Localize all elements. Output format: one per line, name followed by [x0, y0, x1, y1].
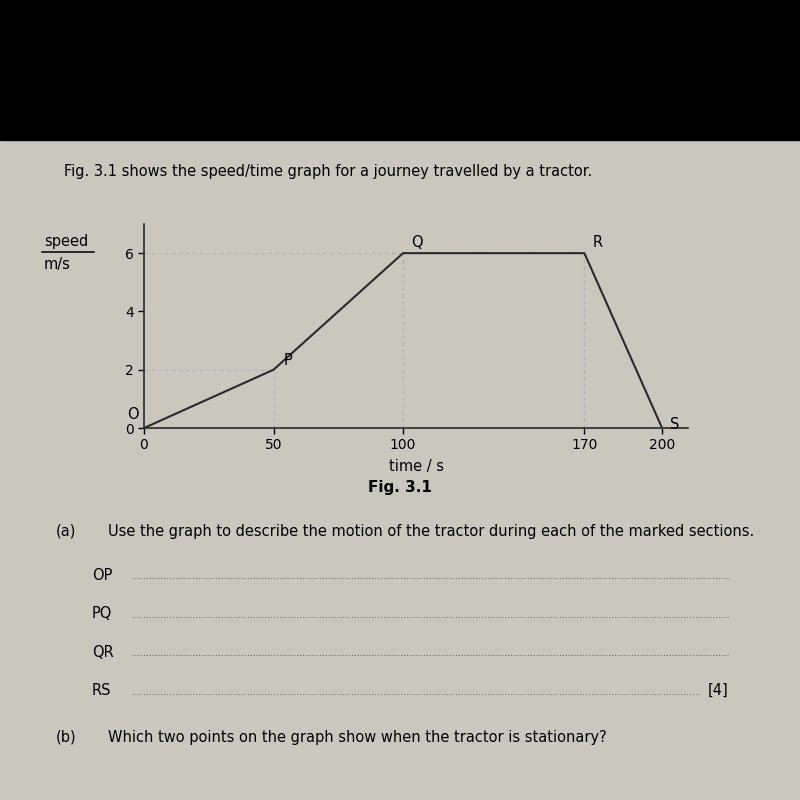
Text: [4]: [4] — [708, 683, 729, 698]
Text: QR: QR — [92, 645, 114, 660]
Text: (b): (b) — [56, 730, 77, 745]
Text: (a): (a) — [56, 524, 76, 539]
Text: m/s: m/s — [44, 257, 71, 272]
Text: OP: OP — [92, 568, 112, 583]
Text: O: O — [127, 406, 139, 422]
Text: R: R — [592, 234, 602, 250]
Text: S: S — [670, 418, 679, 432]
Text: P: P — [284, 354, 293, 368]
X-axis label: time / s: time / s — [389, 459, 443, 474]
Text: speed: speed — [44, 234, 88, 249]
Text: RS: RS — [92, 683, 111, 698]
Text: Fig. 3.1: Fig. 3.1 — [368, 480, 432, 495]
Text: Which two points on the graph show when the tractor is stationary?: Which two points on the graph show when … — [108, 730, 606, 745]
Text: Q: Q — [411, 234, 422, 250]
Text: PQ: PQ — [92, 606, 112, 622]
Text: Fig. 3.1 shows the speed/time graph for a journey travelled by a tractor.: Fig. 3.1 shows the speed/time graph for … — [64, 164, 592, 179]
Text: Use the graph to describe the motion of the tractor during each of the marked se: Use the graph to describe the motion of … — [108, 524, 754, 539]
